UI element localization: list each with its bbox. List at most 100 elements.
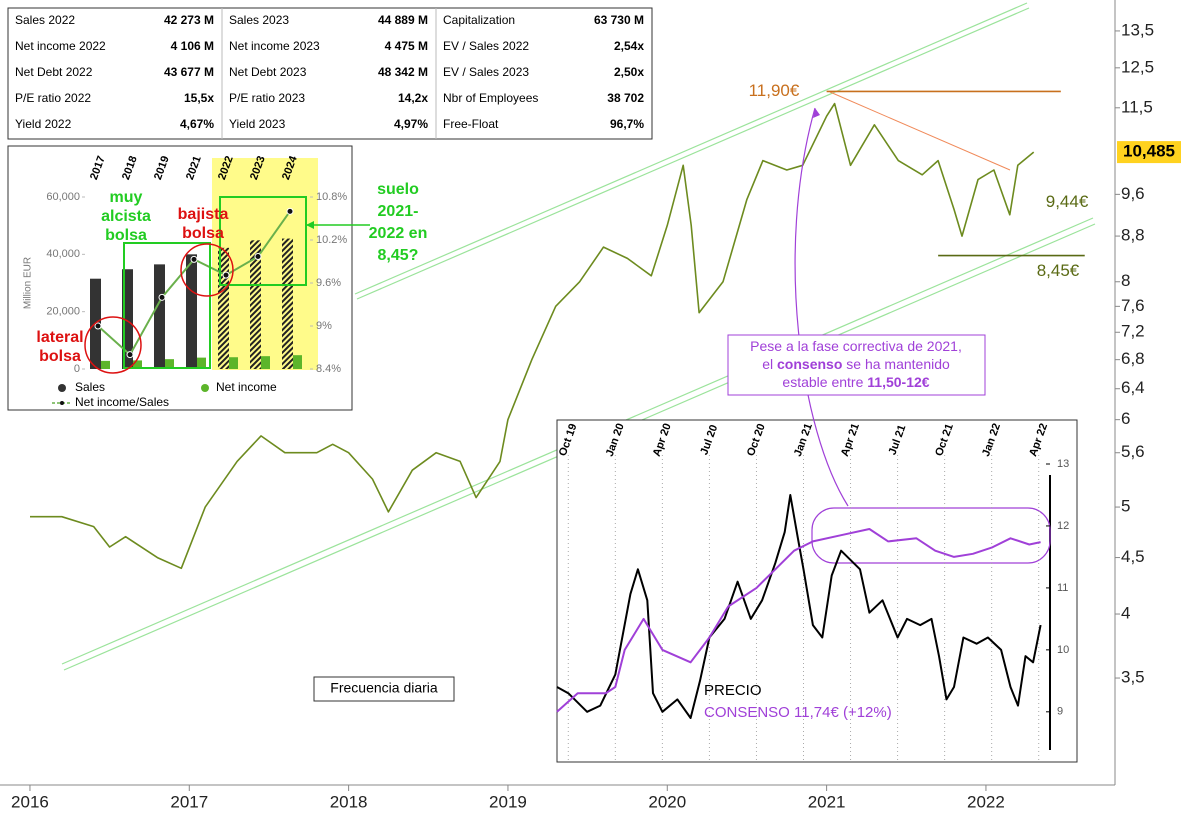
table-label: Free-Float [443,117,499,131]
ratio-point [158,293,166,301]
ratio-point [94,322,102,330]
legend-label: PRECIO [704,682,762,699]
y-tick-label: 10 [1057,644,1069,656]
y-tick-label: 6 [1121,409,1130,428]
y-tick-label: 40,000 [46,248,80,260]
callout-frame [727,334,986,396]
floor-note-line: suelo [377,181,419,198]
floor-note-line: 2021- [378,203,419,220]
y-tick-label: 9 [1057,706,1063,718]
legend-label: Sales [75,380,105,394]
legend-label: Net income/Sales [75,395,169,409]
table-label: EV / Sales 2023 [443,65,529,79]
x-tick-label: 2018 [330,792,368,811]
y-tick-label: 9,6 [1121,184,1145,203]
sales-bar [154,264,165,369]
annotation: bajista [178,206,229,223]
callout-text: se ha mantenido [842,356,950,372]
table-label: Net Debt 2023 [229,65,307,79]
floor-note-line: 2022 en [369,225,428,242]
legend-swatch [201,384,209,392]
level-label: 9,44€ [1046,192,1089,211]
annotation: lateral [36,329,83,346]
consensus-highlight [811,507,1051,564]
y-tick-label: 12,5 [1121,57,1154,76]
y2-tick-label: 8.4% [316,363,341,375]
x-tick-label: 2017 [170,792,208,811]
legend-swatch [58,384,66,392]
y-tick-label: 12 [1057,520,1069,532]
callout-line: el consenso se ha mantenido [762,356,950,372]
callout-arrow-head [813,108,820,118]
x-tick-label: 2022 [967,792,1005,811]
sales-bar [218,247,229,369]
net-income-bar [261,356,270,369]
table-value: 4,67% [180,117,214,131]
table-label: P/E ratio 2023 [229,91,305,105]
callout-text: Pese a la fase correctiva de 2021, [750,338,962,354]
floor-note: suelo 2021- 2022 en 8,45? [306,181,427,264]
table-value: 44 889 M [378,13,428,27]
table-value: 63 730 M [594,13,644,27]
sales-bar [282,238,293,369]
table-label: Net income 2022 [15,39,106,53]
y2-tick-label: 9.6% [316,277,341,289]
y-tick-label: 5 [1121,497,1130,516]
last-price-label: 10,485 [1123,142,1175,161]
table-value: 4,97% [394,117,428,131]
table-value: 15,5x [184,91,214,105]
table-label: P/E ratio 2022 [15,91,91,105]
arrow-head [306,221,314,229]
y-axis-label: Million EUR [23,257,34,309]
net-income-bar [197,357,206,369]
legend-swatch [60,401,64,405]
fundamentals-chart: 0 20,000 40,000 60,000 8.4% 9% 9.6% 10.2% 10.8% M… [7,145,353,411]
legend-label: CONSENSO 11,74€ (+12%) [704,704,892,721]
x-tick-label: 2016 [11,792,49,811]
table-value: 4 475 M [385,39,428,53]
x-tick-label: 2020 [648,792,686,811]
channel-line [356,7,1030,300]
frequency-label: Frecuencia diaria [330,680,438,696]
table-value: 43 677 M [164,65,214,79]
forecast-band [212,158,318,370]
frame [313,676,455,702]
fundamentals-table: Sales 2022 42 273 M Sales 2023 44 889 M Capi… [7,7,653,140]
callout: Pese a la fase correctiva de 2021, el con… [727,334,986,396]
price-line [556,494,1042,719]
table-label: Yield 2022 [15,117,72,131]
y-tick-label: 20,000 [46,306,80,318]
highlight-circle [84,316,142,374]
annotation: bolsa [182,225,224,242]
y2-tick-label: 10.2% [316,234,347,246]
y-tick-label: 5,6 [1121,442,1145,461]
net-income-bar [133,360,142,369]
table-label: Capitalization [443,13,515,27]
callout-arrow [794,107,849,507]
table-value: 42 273 M [164,13,214,27]
price-line [30,102,1035,570]
y-tick-label: 8 [1121,271,1130,290]
consensus-chart: Oct 19 Jan 20 Apr 20 Jul 20 Oct 20 Jan 21 Apr … [556,419,1078,763]
callout-emphasis: consenso [777,356,842,372]
annotation: bolsa [39,348,81,365]
table-label: EV / Sales 2022 [443,39,529,53]
ratio-point [286,207,294,215]
y-tick-label: 7,6 [1121,296,1145,315]
y-tick-label: 13,5 [1121,20,1154,39]
ratio-point [254,252,262,260]
y2-tick-label: 9% [316,320,332,332]
main-chart: 13,5 12,5 11,5 9,6 8,8 8 7,6 7,2 6,8 6,4 6 5,6 5 4,5 4… [11,20,1181,811]
callout-line: estable entre 11,50-12€ [782,374,929,390]
net-income-bar [101,360,110,369]
callout-text: estable entre [782,374,867,390]
y-tick-label: 4 [1121,604,1130,623]
annotation: alcista [101,208,151,225]
highlight-box [123,242,211,369]
table-value: 4 106 M [171,39,214,53]
channel-line [354,2,1028,295]
sales-bar [250,240,261,369]
consensus-line [556,528,1041,713]
annotation: muy [110,189,143,206]
